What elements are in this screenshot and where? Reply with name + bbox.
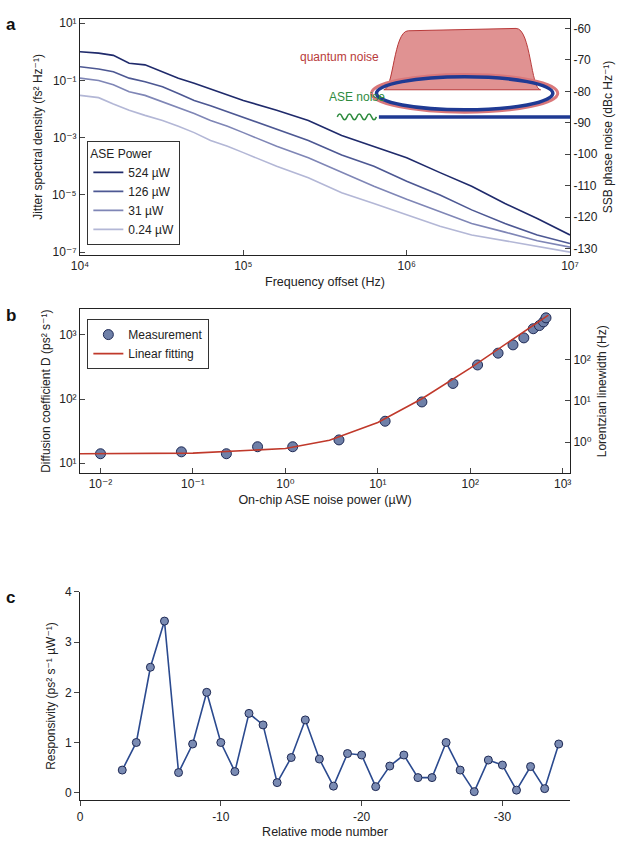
svg-text:1: 1 bbox=[65, 736, 72, 750]
svg-text:10¹: 10¹ bbox=[59, 456, 76, 470]
svg-text:10⁶: 10⁶ bbox=[398, 259, 416, 273]
svg-text:Measurement: Measurement bbox=[128, 328, 202, 342]
svg-text:10⁻⁵: 10⁻⁵ bbox=[52, 188, 77, 202]
svg-text:10¹: 10¹ bbox=[59, 16, 76, 30]
svg-text:quantum noise: quantum noise bbox=[300, 50, 379, 64]
svg-text:10²: 10² bbox=[462, 477, 479, 491]
svg-text:ASE Power: ASE Power bbox=[90, 147, 151, 161]
svg-text:-80: -80 bbox=[573, 85, 591, 99]
svg-text:126 µW: 126 µW bbox=[128, 185, 170, 199]
svg-text:10⁷: 10⁷ bbox=[561, 259, 579, 273]
svg-text:31 µW: 31 µW bbox=[128, 204, 164, 218]
svg-text:524 µW: 524 µW bbox=[128, 166, 170, 180]
svg-text:-130: -130 bbox=[573, 242, 597, 256]
svg-text:b: b bbox=[6, 306, 16, 325]
svg-text:10⁻³: 10⁻³ bbox=[53, 131, 77, 145]
svg-text:-120: -120 bbox=[573, 210, 597, 224]
svg-text:-110: -110 bbox=[573, 179, 596, 193]
svg-text:10³: 10³ bbox=[59, 328, 76, 342]
svg-text:ASE noise: ASE noise bbox=[329, 90, 385, 104]
svg-text:c: c bbox=[6, 588, 15, 607]
svg-text:0: 0 bbox=[65, 786, 72, 800]
svg-text:Jitter spectral density (fs² H: Jitter spectral density (fs² Hz⁻¹) bbox=[31, 54, 45, 220]
svg-text:-90: -90 bbox=[573, 116, 591, 130]
svg-text:Responsivity (ps² s⁻¹ µW⁻¹): Responsivity (ps² s⁻¹ µW⁻¹) bbox=[44, 622, 58, 770]
svg-text:10⁵: 10⁵ bbox=[234, 259, 252, 273]
svg-text:3: 3 bbox=[65, 635, 72, 649]
svg-text:10⁰: 10⁰ bbox=[573, 435, 591, 449]
svg-text:10⁰: 10⁰ bbox=[276, 477, 294, 491]
svg-text:10⁻¹: 10⁻¹ bbox=[53, 74, 77, 88]
svg-text:10⁻¹: 10⁻¹ bbox=[181, 477, 205, 491]
svg-text:-60: -60 bbox=[573, 22, 591, 36]
svg-text:0.24 µW: 0.24 µW bbox=[128, 223, 174, 237]
svg-text:-20: -20 bbox=[353, 810, 371, 824]
svg-text:10⁻⁷: 10⁻⁷ bbox=[53, 245, 77, 259]
svg-text:-70: -70 bbox=[573, 53, 591, 67]
svg-text:4: 4 bbox=[65, 585, 72, 599]
svg-text:Lorentzian linewidth (Hz): Lorentzian linewidth (Hz) bbox=[595, 325, 609, 457]
svg-text:Diffusion coefficient D (ps² s: Diffusion coefficient D (ps² s⁻¹) bbox=[39, 310, 53, 473]
svg-text:10⁴: 10⁴ bbox=[71, 259, 90, 273]
svg-text:0: 0 bbox=[77, 810, 84, 824]
svg-text:Frequency offset (Hz): Frequency offset (Hz) bbox=[265, 275, 385, 289]
svg-text:10¹: 10¹ bbox=[573, 394, 590, 408]
svg-text:On-chip ASE noise power (µW): On-chip ASE noise power (µW) bbox=[238, 493, 411, 507]
svg-text:10⁻²: 10⁻² bbox=[89, 477, 113, 491]
svg-text:10²: 10² bbox=[59, 392, 76, 406]
svg-text:-10: -10 bbox=[212, 810, 230, 824]
svg-text:-100: -100 bbox=[573, 147, 597, 161]
svg-text:10³: 10³ bbox=[554, 477, 571, 491]
svg-text:-30: -30 bbox=[494, 810, 512, 824]
svg-text:10²: 10² bbox=[573, 353, 590, 367]
svg-text:10¹: 10¹ bbox=[369, 477, 386, 491]
svg-text:SSB phase noise (dBc Hz⁻¹): SSB phase noise (dBc Hz⁻¹) bbox=[601, 61, 615, 213]
svg-text:a: a bbox=[6, 15, 16, 34]
svg-text:Linear fitting: Linear fitting bbox=[128, 347, 193, 361]
svg-text:2: 2 bbox=[65, 686, 72, 700]
svg-text:Relative mode number: Relative mode number bbox=[262, 825, 388, 839]
